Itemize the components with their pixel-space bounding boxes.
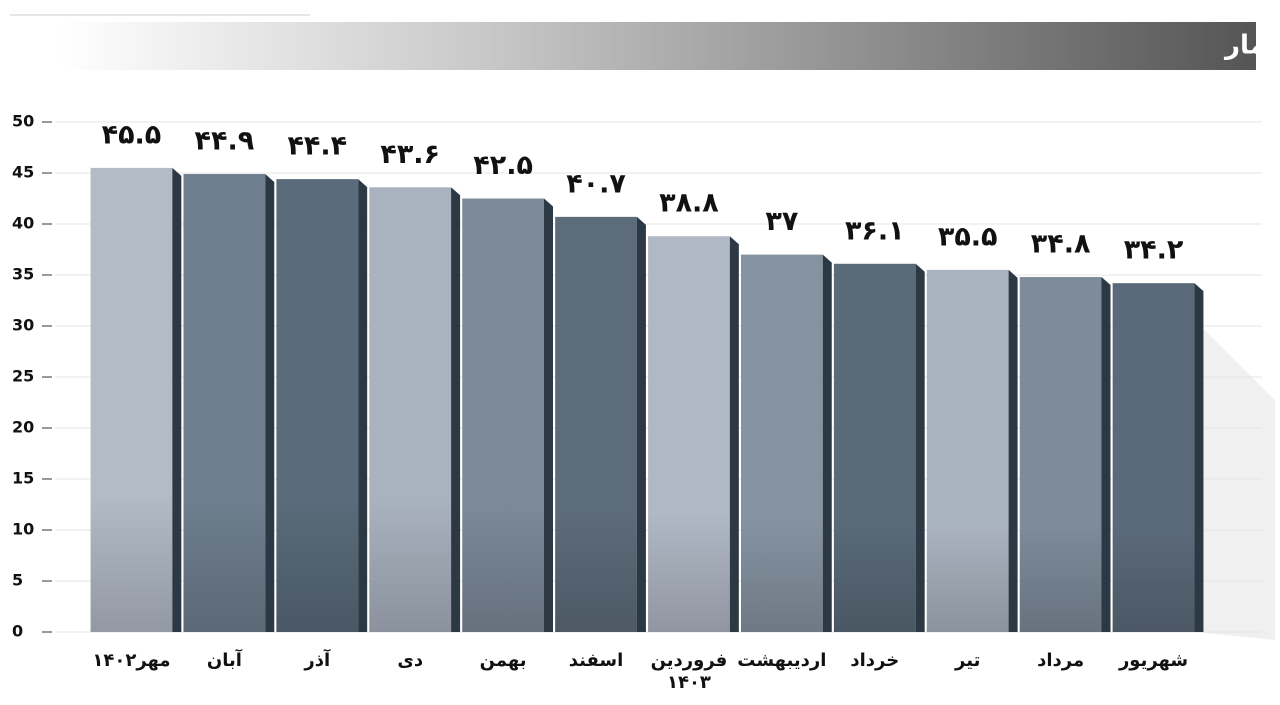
x-tick-label: آذر xyxy=(304,650,331,671)
y-tick-label: 0 xyxy=(12,622,23,641)
value-label: ۴۳.۶ xyxy=(380,139,440,170)
x-tick-label: خرداد xyxy=(850,650,900,671)
y-tick-label: 5 xyxy=(12,571,23,590)
x-tick-label: شهریور xyxy=(1118,650,1189,671)
bar-side xyxy=(822,254,832,632)
value-label: ۳۸.۸ xyxy=(659,188,719,219)
x-tick-label: اسفند xyxy=(568,650,624,671)
title-bar xyxy=(60,22,1256,70)
bar-shade xyxy=(740,254,823,632)
bar-side xyxy=(729,236,739,633)
y-tick-label: 15 xyxy=(12,469,34,488)
y-tick-label: 45 xyxy=(12,163,34,182)
x-tick-label: بهمن xyxy=(479,650,527,671)
y-tick-label: 50 xyxy=(12,112,34,131)
bar-shade xyxy=(1019,277,1102,632)
bar-shade xyxy=(555,216,637,633)
bar-side xyxy=(172,167,182,632)
x-tick-label: اردیبهشت xyxy=(737,650,827,671)
bar-shade xyxy=(1112,283,1195,632)
bar-shade xyxy=(833,263,916,632)
bar-shade xyxy=(648,236,730,633)
bar-side xyxy=(636,216,646,633)
chart-title: نرخ تورم(درصد) منبع: مرکز آمار xyxy=(1223,29,1280,61)
value-label: ۳۴.۸ xyxy=(1031,229,1091,260)
y-tick-label: 25 xyxy=(12,367,34,386)
bar-side xyxy=(1101,277,1111,632)
bar-shade xyxy=(462,198,545,632)
bar-side xyxy=(915,263,925,632)
bar-shade xyxy=(276,179,359,632)
y-tick-label: 30 xyxy=(12,316,34,335)
value-label: ۳۶.۱ xyxy=(845,215,905,246)
x-tick-label: مرداد xyxy=(1037,650,1085,671)
x-tick-label: مهر۱۴۰۲ xyxy=(92,650,171,671)
value-label: ۳۷ xyxy=(765,206,798,237)
value-label: ۴۵.۵ xyxy=(102,119,162,150)
y-tick-label: 10 xyxy=(12,520,34,539)
x-tick-label: آبان xyxy=(206,650,242,671)
bar-side xyxy=(358,179,368,632)
shadow xyxy=(1195,320,1275,640)
bar-side xyxy=(544,198,554,632)
bar-side xyxy=(451,187,461,632)
bar-shade xyxy=(90,167,173,632)
value-label: ۳۵.۵ xyxy=(938,221,998,252)
value-label: ۳۴.۲ xyxy=(1124,235,1184,266)
bar-side xyxy=(1194,283,1204,632)
bar-side xyxy=(265,174,275,632)
x-tick-label: تیر xyxy=(955,650,981,671)
y-tick-label: 40 xyxy=(12,214,34,233)
value-label: ۴۴.۹ xyxy=(195,126,255,157)
value-label: ۴۲.۵ xyxy=(473,150,533,181)
x-tick-label: دی xyxy=(397,650,424,671)
bar-shade xyxy=(183,174,266,632)
value-label: ۴۴.۴ xyxy=(287,131,347,162)
value-label: ۴۰.۷ xyxy=(566,168,626,199)
bar-shade xyxy=(926,269,1009,632)
y-tick-label: 35 xyxy=(12,265,34,284)
bar-side xyxy=(1008,269,1018,632)
y-tick-label: 20 xyxy=(12,418,34,437)
x-tick-label: فروردین ۱۴۰۳ xyxy=(650,650,728,693)
bar-shade xyxy=(369,187,452,632)
